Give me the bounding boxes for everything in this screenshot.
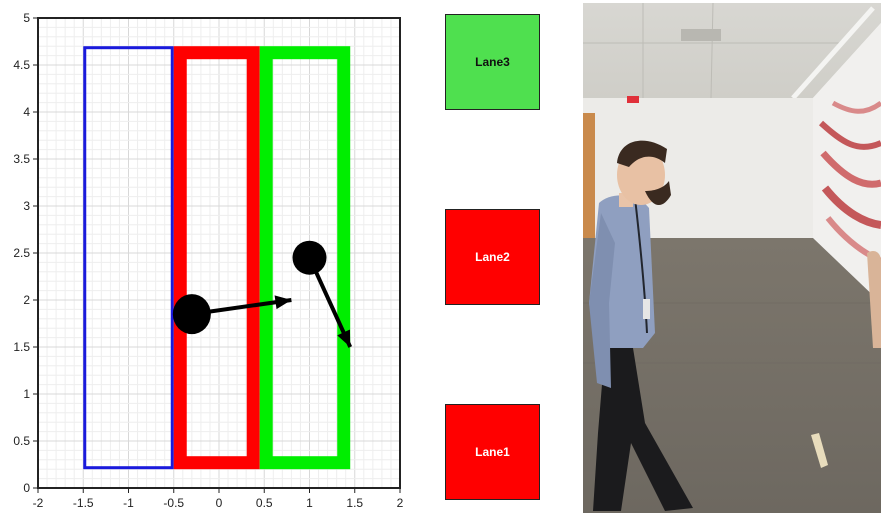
lane3-indicator: Lane3 (445, 14, 540, 110)
x-tick-label: -1 (123, 496, 134, 510)
y-tick-label: 3.5 (13, 152, 30, 166)
lane3-rectangle (259, 46, 351, 470)
lane2-label: Lane2 (475, 250, 510, 264)
x-tick-label: -0.5 (163, 496, 184, 510)
lane1-indicator: Lane1 (445, 404, 540, 500)
lane3-label: Lane3 (475, 55, 510, 69)
person-1-arrowhead (274, 295, 292, 310)
y-tick-label: 1 (23, 387, 30, 401)
lane2-indicator: Lane2 (445, 209, 540, 305)
y-tick-label: 5 (23, 11, 30, 25)
lane1-label: Lane1 (475, 445, 510, 459)
y-tick-label: 4.5 (13, 58, 30, 72)
ceiling (583, 3, 881, 98)
x-tick-label: 1.5 (346, 496, 363, 510)
x-tick-label: -1.5 (73, 496, 94, 510)
door-frame (583, 113, 595, 243)
lane1-rectangle (83, 46, 174, 470)
camera-photo (583, 3, 881, 513)
y-tick-label: 2.5 (13, 246, 30, 260)
ceiling-vent (681, 29, 721, 41)
walking-person (589, 140, 693, 511)
x-tick-label: 0.5 (256, 496, 273, 510)
person-2-arrowhead (337, 329, 351, 347)
lane-rectangles (83, 46, 351, 470)
y-tick-label: 4 (23, 105, 30, 119)
y-tick-label: 3 (23, 199, 30, 213)
person-2-marker (292, 240, 327, 275)
exit-sign (627, 96, 639, 103)
partial-person (867, 250, 881, 348)
lane2-rectangle (173, 46, 260, 470)
lane-plot: -2 -1.5 -1 -0.5 0 0.5 1 1.5 2 0 0.5 1 1.5 2 2.5 3 3.5 4 4… (13, 11, 404, 510)
person-1-marker (172, 294, 211, 335)
y-tick-label: 0 (23, 481, 30, 495)
x-tick-label: -2 (33, 496, 44, 510)
x-axis-ticks: -2 -1.5 -1 -0.5 0 0.5 1 1.5 2 (33, 488, 404, 510)
floor-tape (811, 433, 828, 468)
carpet-floor (583, 238, 881, 513)
y-tick-label: 0.5 (13, 434, 30, 448)
y-tick-label: 2 (23, 293, 30, 307)
right-wall (813, 23, 881, 303)
x-tick-label: 2 (397, 496, 404, 510)
x-tick-label: 1 (306, 496, 313, 510)
people-markers (172, 240, 353, 348)
y-axis-ticks: 0 0.5 1 1.5 2 2.5 3 3.5 4 4.5 5 (13, 11, 38, 495)
ceiling-light-strip (791, 6, 875, 100)
y-tick-label: 1.5 (13, 340, 30, 354)
x-tick-label: 0 (216, 496, 223, 510)
